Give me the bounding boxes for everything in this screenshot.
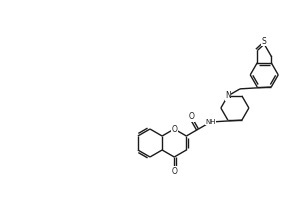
Text: O: O [171, 166, 177, 176]
Text: O: O [171, 124, 177, 134]
Text: S: S [262, 37, 267, 46]
Text: N: N [225, 91, 231, 100]
Text: NH: NH [206, 119, 216, 125]
Text: O: O [189, 112, 194, 121]
